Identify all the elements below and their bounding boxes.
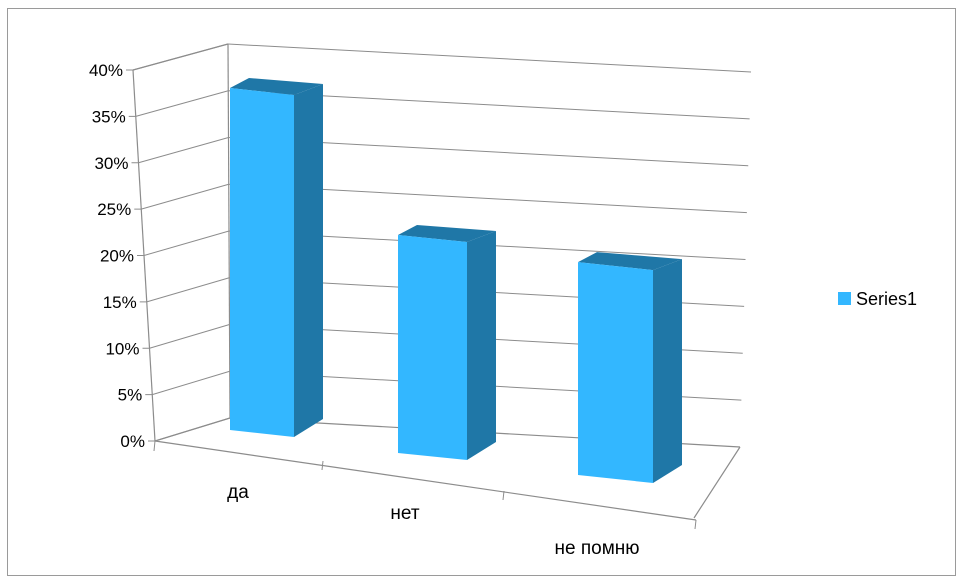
bar-top-face	[398, 224, 496, 242]
x-category-label: нет	[390, 503, 419, 524]
bar	[578, 252, 682, 483]
x-category-label: не помню	[555, 538, 640, 559]
gridline-side	[146, 277, 230, 303]
legend-label: Series1	[856, 289, 917, 309]
bar-top-face	[230, 78, 323, 95]
bar-side-face	[467, 230, 496, 460]
x-tick-mark	[321, 460, 324, 471]
bar	[230, 78, 323, 437]
x-tick-mark	[153, 440, 156, 452]
bar-front-face	[578, 262, 653, 483]
x-axis-categories: да нет не помню	[227, 482, 639, 559]
bar-side-face	[653, 259, 682, 483]
gridline-side	[141, 183, 229, 210]
y-tick-label: 25%	[97, 200, 131, 219]
bar-side-face	[294, 84, 323, 437]
x-tick-mark	[694, 519, 697, 530]
gridline-side	[132, 43, 229, 71]
gridline-side	[152, 370, 230, 396]
y-tick-label: 30%	[94, 154, 128, 173]
gridline-side	[154, 417, 231, 442]
x-axis-line	[154, 440, 697, 521]
y-tick-label: 35%	[92, 107, 126, 126]
y-tick-label: 15%	[103, 293, 137, 312]
bar	[398, 224, 496, 460]
y-tick-label: 40%	[89, 61, 123, 80]
y-tick-label: 0%	[120, 432, 145, 451]
gridline-side	[143, 230, 230, 256]
gridline-side	[149, 324, 230, 349]
x-tick-mark	[502, 490, 505, 501]
y-tick-label: 10%	[105, 339, 139, 358]
floor-right-edge	[693, 446, 741, 519]
bar-front-face	[230, 88, 294, 437]
gridline-back	[227, 43, 752, 73]
legend-swatch	[838, 292, 851, 305]
gridline-side	[135, 90, 229, 117]
gridline-side	[138, 137, 229, 164]
bar-front-face	[398, 234, 467, 460]
x-category-label: да	[227, 482, 249, 503]
bars	[230, 78, 682, 483]
y-tick-label: 5%	[118, 386, 143, 405]
bar-top-face	[578, 252, 682, 271]
legend: Series1	[838, 289, 917, 309]
y-tick-label: 20%	[100, 247, 134, 266]
y-axis-ticks: 0% 5% 10% 15% 20% 25% 30% 35% 40%	[89, 61, 145, 451]
